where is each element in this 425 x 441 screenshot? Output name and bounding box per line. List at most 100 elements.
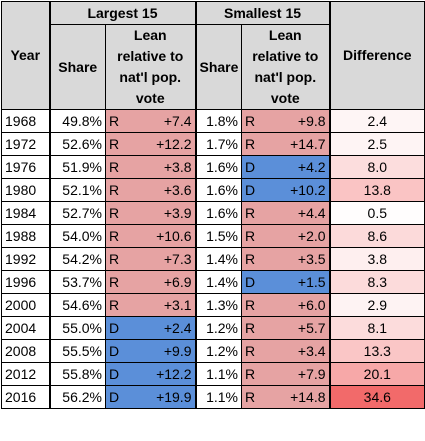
year-cell: 1996 <box>1 270 50 294</box>
table-body: 1968 49.8% R +7.4 1.8% R +9.8 2.4 1972 52.6% R +12.… <box>1 109 425 409</box>
smallest-lean-cell: +2.0 <box>269 224 331 248</box>
largest-party-cell: R <box>105 178 134 202</box>
largest-lean-cell: +7.3 <box>133 247 196 271</box>
smallest-share-cell: 1.6% <box>194 178 242 202</box>
smallest-party-cell: R <box>241 132 270 156</box>
smallest-share-cell: 1.7% <box>194 132 242 156</box>
largest-share-cell: 55.5% <box>48 339 106 363</box>
table-row: 1988 54.0% R +10.6 1.5% R +2.0 8.6 <box>1 224 425 248</box>
largest-share-cell: 54.2% <box>48 247 106 271</box>
largest-share-cell: 55.8% <box>48 362 106 386</box>
smallest-lean-cell: +5.7 <box>269 316 331 340</box>
smallest-lean-cell: +4.2 <box>269 155 331 179</box>
largest-lean-cell: +7.4 <box>133 109 196 133</box>
smallest-share-cell: 1.1% <box>194 385 242 409</box>
largest-share-cell: 55.0% <box>48 316 106 340</box>
largest-lean-header: Lean relative to nat'l pop. vote <box>105 24 196 110</box>
smallest-party-cell: R <box>241 293 270 317</box>
largest-party-cell: R <box>105 109 134 133</box>
smallest-lean-cell: +3.5 <box>269 247 331 271</box>
table-row: 1976 51.9% R +3.8 1.6% D +4.2 8.0 <box>1 155 425 179</box>
difference-cell: 2.9 <box>328 293 425 317</box>
largest-lean-cell: +6.9 <box>133 270 196 294</box>
largest-lean-cell: +10.6 <box>133 224 196 248</box>
table-row: 2012 55.8% D +12.2 1.1% R +7.9 20.1 <box>1 362 425 386</box>
year-cell: 1980 <box>1 178 50 202</box>
difference-cell: 13.3 <box>328 339 425 363</box>
table-row: 1972 52.6% R +12.2 1.7% R +14.7 2.5 <box>1 132 425 156</box>
lean-line-3: nat'l pop. <box>119 69 182 85</box>
largest-lean-cell: +9.9 <box>133 339 196 363</box>
largest-share-cell: 52.1% <box>48 178 106 202</box>
table-row: 1996 53.7% R +6.9 1.4% D +1.5 8.3 <box>1 270 425 294</box>
smallest-lean-cell: +9.8 <box>269 109 331 133</box>
year-cell: 1992 <box>1 247 50 271</box>
largest-party-cell: R <box>105 247 134 271</box>
smallest-share-cell: 1.5% <box>194 224 242 248</box>
smallest-party-cell: D <box>241 155 270 179</box>
largest-share-cell: 49.8% <box>48 109 106 133</box>
largest-lean-cell: +19.9 <box>133 385 196 409</box>
table-row: 2008 55.5% D +9.9 1.2% R +3.4 13.3 <box>1 339 425 363</box>
largest-party-cell: D <box>105 385 134 409</box>
lean-line-1: Lean <box>268 27 302 43</box>
largest-share-cell: 51.9% <box>48 155 106 179</box>
smallest-share-cell: 1.2% <box>194 316 242 340</box>
smallest-party-cell: D <box>241 178 270 202</box>
smallest-party-cell: R <box>241 224 270 248</box>
smallest-share-cell: 1.4% <box>194 270 242 294</box>
table-row: 2000 54.6% R +3.1 1.3% R +6.0 2.9 <box>1 293 425 317</box>
year-cell: 2008 <box>1 339 50 363</box>
largest-15-header: Largest 15 <box>48 1 196 25</box>
largest-share-cell: 52.7% <box>48 201 106 225</box>
difference-cell: 2.5 <box>328 132 425 156</box>
largest-lean-cell: +2.4 <box>133 316 196 340</box>
smallest-share-cell: 1.4% <box>194 247 242 271</box>
smallest-lean-cell: +14.7 <box>269 132 331 156</box>
smallest-share-cell: 1.6% <box>194 155 242 179</box>
table-row: 1980 52.1% R +3.6 1.6% D +10.2 13.8 <box>1 178 425 202</box>
largest-party-cell: D <box>105 339 134 363</box>
smallest-share-cell: 1.3% <box>194 293 242 317</box>
smallest-party-cell: R <box>241 362 270 386</box>
smallest-15-header: Smallest 15 <box>194 1 331 25</box>
largest-share-header: Share <box>48 24 106 110</box>
largest-lean-cell: +3.1 <box>133 293 196 317</box>
smallest-party-cell: R <box>241 385 270 409</box>
difference-header: Difference <box>328 1 425 110</box>
lean-line-4: vote <box>270 90 300 106</box>
year-header: Year <box>1 1 50 110</box>
difference-cell: 8.0 <box>328 155 425 179</box>
largest-party-cell: D <box>105 362 134 386</box>
largest-share-cell: 54.6% <box>48 293 106 317</box>
largest-party-cell: R <box>105 224 134 248</box>
smallest-party-cell: R <box>241 247 270 271</box>
difference-cell: 20.1 <box>328 362 425 386</box>
smallest-lean-cell: +3.4 <box>269 339 331 363</box>
largest-party-cell: R <box>105 270 134 294</box>
largest-lean-cell: +3.8 <box>133 155 196 179</box>
smallest-share-cell: 1.8% <box>194 109 242 133</box>
largest-party-cell: R <box>105 293 134 317</box>
smallest-lean-cell: +4.4 <box>269 201 331 225</box>
largest-party-cell: D <box>105 316 134 340</box>
table-row: 2004 55.0% D +2.4 1.2% R +5.7 8.1 <box>1 316 425 340</box>
largest-share-cell: 54.0% <box>48 224 106 248</box>
largest-lean-cell: +3.9 <box>133 201 196 225</box>
largest-share-cell: 53.7% <box>48 270 106 294</box>
smallest-party-cell: R <box>241 339 270 363</box>
table-row: 2016 56.2% D +19.9 1.1% R +14.8 34.6 <box>1 385 425 409</box>
smallest-share-cell: 1.1% <box>194 362 242 386</box>
lean-line-2: relative to <box>117 48 184 64</box>
difference-cell: 8.1 <box>328 316 425 340</box>
year-cell: 1968 <box>1 109 50 133</box>
year-cell: 2012 <box>1 362 50 386</box>
smallest-lean-cell: +6.0 <box>269 293 331 317</box>
smallest-share-cell: 1.6% <box>194 201 242 225</box>
smallest-lean-cell: +1.5 <box>269 270 331 294</box>
largest-lean-cell: +3.6 <box>133 178 196 202</box>
difference-cell: 34.6 <box>328 385 425 409</box>
largest-lean-cell: +12.2 <box>133 362 196 386</box>
year-cell: 2000 <box>1 293 50 317</box>
lean-line-4: vote <box>135 90 165 106</box>
